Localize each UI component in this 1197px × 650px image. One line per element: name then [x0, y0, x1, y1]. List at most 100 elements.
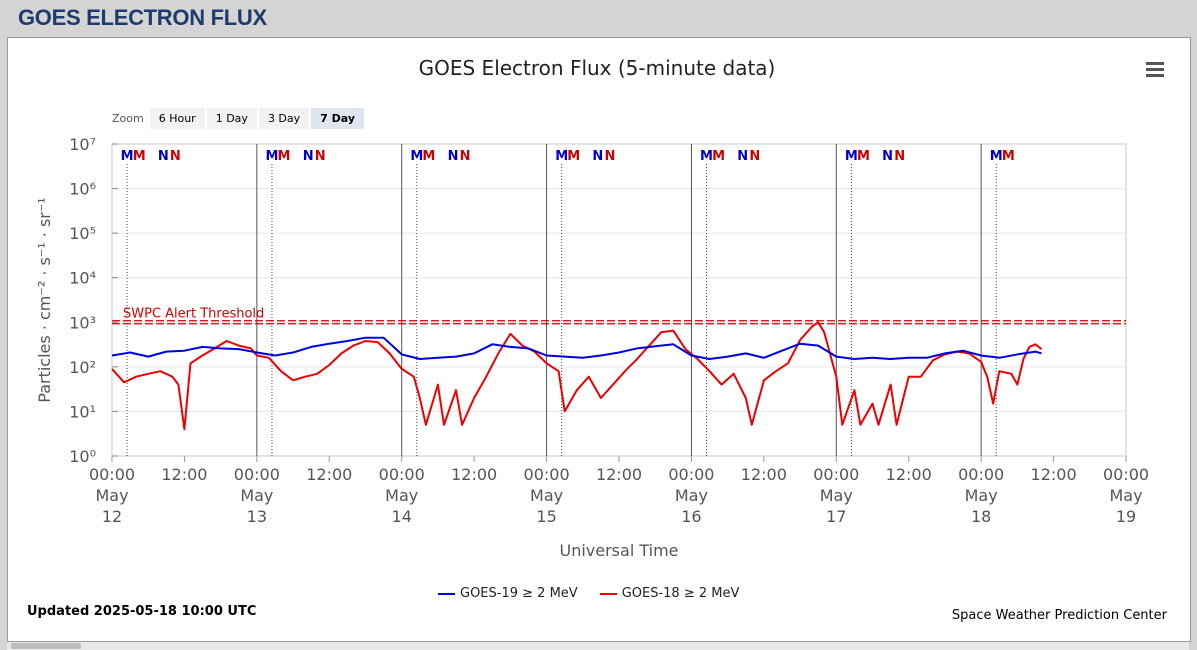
day-marker-m: M — [121, 149, 134, 164]
series-lines — [111, 321, 1043, 431]
y-tick-label: 10¹ — [69, 402, 96, 421]
x-tick-label: 12:00 — [886, 465, 932, 484]
zoom-1-day-button[interactable]: 1 Day — [206, 107, 257, 129]
x-tick-label: 00:00 — [668, 465, 714, 484]
series-line-goes-18 — [111, 321, 1043, 431]
day-marker-m: M — [990, 149, 1003, 164]
hamburger-icon — [1146, 74, 1164, 77]
zoom-selector: Zoom 6 Hour 1 Day 3 Day 7 Day — [112, 106, 366, 130]
y-axis-ticks: 10⁰ 10¹ 10² 10³ 10⁴ 10⁵ 10⁶ 10⁷ — [69, 135, 118, 466]
page-header: GOES ELECTRON FLUX — [0, 0, 1197, 34]
legend-item-goes-19[interactable]: GOES-19 ≥ 2 MeV — [438, 586, 578, 601]
x-tick-label: 12:00 — [741, 465, 787, 484]
alert-threshold: SWPC Alert Threshold — [112, 306, 1126, 325]
day-marker-n: N — [894, 149, 905, 164]
x-tick-label: 00:00 — [813, 465, 859, 484]
x-tick-label: 13 — [247, 507, 267, 526]
x-tick-label: 12 — [102, 507, 122, 526]
y-tick-label: 10⁰ — [69, 447, 96, 466]
page-title: GOES ELECTRON FLUX — [18, 5, 267, 30]
day-marker-n: N — [460, 149, 471, 164]
x-tick-label: 00:00 — [524, 465, 570, 484]
x-tick-label: May — [1109, 486, 1142, 505]
x-tick-label: 14 — [392, 507, 412, 526]
day-marker-n: N — [592, 149, 603, 164]
x-tick-label: 00:00 — [379, 465, 425, 484]
zoom-3-day-button[interactable]: 3 Day — [258, 107, 310, 129]
y-tick-label: 10⁷ — [69, 135, 96, 154]
grid — [112, 188, 1126, 412]
legend-item-goes-18[interactable]: GOES-18 ≥ 2 MeV — [599, 586, 740, 601]
threshold-label: SWPC Alert Threshold — [123, 306, 264, 321]
zoom-6-hour-button[interactable]: 6 Hour — [149, 107, 205, 129]
y-axis-label: Particles · cm⁻² · s⁻¹ · sr⁻¹ — [35, 197, 54, 402]
scrollbar-thumb[interactable] — [11, 643, 81, 649]
x-tick-label: 00:00 — [234, 465, 280, 484]
day-marker-m: M — [422, 149, 435, 164]
x-tick-label: 00:00 — [1103, 465, 1149, 484]
day-marker-n: N — [737, 149, 748, 164]
plot-area — [111, 143, 1127, 457]
day-marker-m: M — [133, 149, 146, 164]
x-tick-label: May — [820, 486, 853, 505]
x-tick-label: 17 — [826, 507, 846, 526]
x-tick-label: 12:00 — [596, 465, 642, 484]
day-marker-m: M — [555, 149, 568, 164]
credit-text: Space Weather Prediction Center — [951, 608, 1167, 623]
day-marker-m: M — [1002, 149, 1015, 164]
day-marker-m: M — [857, 149, 870, 164]
zoom-label: Zoom — [112, 111, 144, 125]
day-marker-n: N — [605, 149, 616, 164]
series-line-goes-19 — [111, 336, 1042, 360]
chart-menu-button[interactable] — [1146, 62, 1164, 78]
day-marker-m: M — [845, 149, 858, 164]
x-axis-ticks: 00:00 May 12 12:00 00:00 May 13 12:00 00:00 May 14… — [89, 456, 1149, 526]
y-tick-label: 10⁴ — [69, 269, 96, 288]
day-marker-m: M — [278, 149, 291, 164]
legend-swatch-goes-19 — [438, 592, 455, 595]
x-tick-label: 12:00 — [451, 465, 497, 484]
x-tick-label: 00:00 — [89, 465, 135, 484]
day-marker-n: N — [170, 149, 181, 164]
day-marker-m: M — [712, 149, 725, 164]
day-marker-n: N — [882, 149, 893, 164]
x-tick-label: 15 — [536, 507, 556, 526]
day-marker-n: N — [315, 149, 326, 164]
x-tick-label: May — [965, 486, 998, 505]
chart-title: GOES Electron Flux (5-minute data) — [419, 56, 776, 80]
day-marker-n: N — [749, 149, 760, 164]
marker-lines — [126, 164, 997, 456]
x-tick-label: May — [385, 486, 418, 505]
x-tick-label: May — [675, 486, 708, 505]
x-tick-label: 00:00 — [958, 465, 1004, 484]
hamburger-icon — [1146, 68, 1164, 71]
day-marker-n: N — [303, 149, 314, 164]
y-tick-label: 10² — [69, 358, 96, 377]
x-tick-label: 12:00 — [1031, 465, 1077, 484]
horizontal-scrollbar[interactable] — [7, 642, 1189, 650]
updated-timestamp: Updated 2025-05-18 10:00 UTC — [27, 604, 257, 619]
x-tick-label: 12:00 — [306, 465, 352, 484]
x-tick-label: May — [95, 486, 128, 505]
day-separator-lines — [256, 144, 982, 456]
x-tick-label: 19 — [1116, 507, 1136, 526]
x-axis-label: Universal Time — [559, 541, 678, 560]
x-tick-label: 16 — [681, 507, 701, 526]
day-marker-n: N — [158, 149, 169, 164]
y-tick-label: 10⁵ — [69, 224, 96, 243]
zoom-7-day-button[interactable]: 7 Day — [311, 107, 365, 129]
day-marker-n: N — [448, 149, 459, 164]
day-marker-m: M — [265, 149, 278, 164]
legend-label-goes-18: GOES-18 ≥ 2 MeV — [621, 586, 740, 601]
x-tick-label: May — [240, 486, 273, 505]
x-tick-label: May — [530, 486, 563, 505]
x-tick-label: 12:00 — [161, 465, 207, 484]
day-marker-m: M — [700, 149, 713, 164]
x-tick-label: 18 — [971, 507, 991, 526]
y-tick-label: 10⁶ — [69, 180, 96, 199]
day-marker-m: M — [410, 149, 423, 164]
day-marker-m: M — [567, 149, 580, 164]
